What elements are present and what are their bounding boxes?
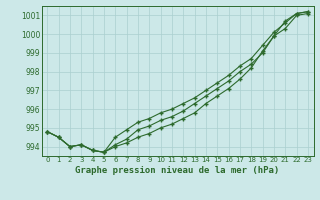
X-axis label: Graphe pression niveau de la mer (hPa): Graphe pression niveau de la mer (hPa) — [76, 166, 280, 175]
